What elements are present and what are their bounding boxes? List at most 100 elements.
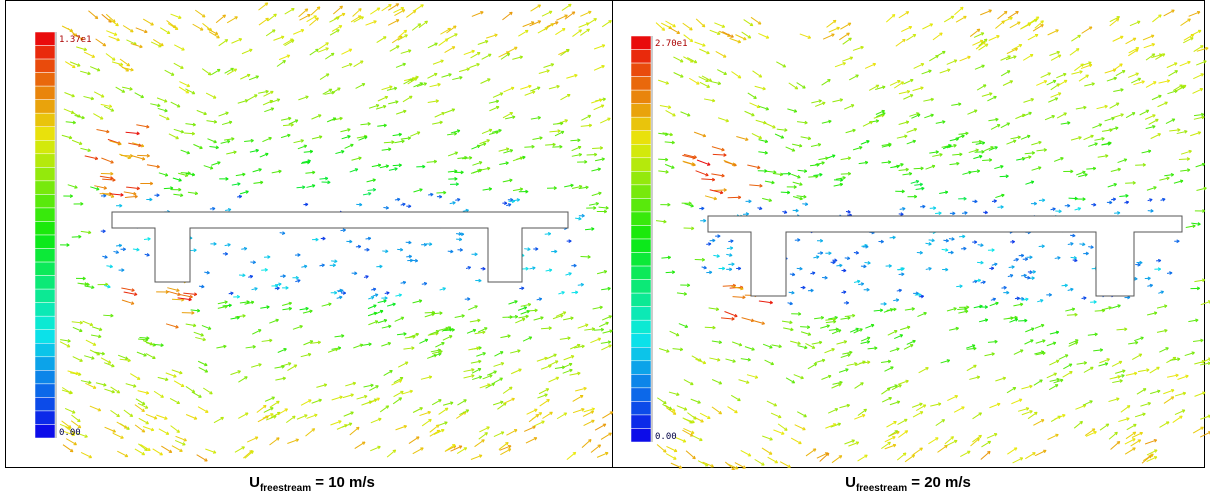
vector-arrow xyxy=(507,47,517,53)
colorbar-swatch xyxy=(631,266,651,280)
colorbar-swatch xyxy=(35,357,55,371)
colorbar-strip xyxy=(55,32,57,438)
colorbar-swatch xyxy=(631,225,651,239)
vector-arrow xyxy=(540,400,550,407)
vector-arrow xyxy=(858,455,868,461)
vector-arrow xyxy=(71,415,80,422)
vector-arrow xyxy=(306,429,315,437)
vector-arrow xyxy=(731,72,740,78)
colorbar-swatch xyxy=(631,104,651,118)
colorbar-swatch xyxy=(35,113,55,127)
vector-arrow xyxy=(1164,397,1174,404)
colorbar-swatch xyxy=(35,181,55,195)
vector-arrow xyxy=(1200,432,1210,437)
vector-arrow xyxy=(855,383,864,389)
vector-arrow xyxy=(310,49,319,55)
vector-arrow xyxy=(259,18,269,25)
vector-arrow xyxy=(96,39,106,46)
vector-arrow xyxy=(1028,412,1037,418)
vector-arrow xyxy=(377,37,386,43)
vector-arrow xyxy=(1100,424,1109,430)
vector-arrow xyxy=(106,53,115,60)
vector-arrow xyxy=(172,446,182,452)
vector-arrow xyxy=(587,19,597,25)
vector-arrow xyxy=(333,6,342,14)
vector-arrow xyxy=(138,444,147,451)
vector-arrow xyxy=(66,439,76,445)
vector-arrow xyxy=(791,438,801,444)
vector-arrow xyxy=(422,419,431,426)
vector-arrow xyxy=(557,413,567,419)
vector-arrow xyxy=(898,419,908,424)
vector-arrow xyxy=(135,449,145,455)
vector-arrow xyxy=(320,74,329,80)
colorbar-swatch xyxy=(631,117,651,131)
vector-arrow xyxy=(1023,54,1033,60)
vector-arrow xyxy=(299,15,310,21)
vector-arrow xyxy=(1048,30,1059,35)
vector-arrow xyxy=(216,15,225,23)
vector-arrow xyxy=(287,365,296,371)
caption: Ufreestream = 10 m/s xyxy=(12,474,612,494)
vector-arrow xyxy=(555,29,565,35)
colorbar-swatch xyxy=(35,316,55,330)
vector-arrow xyxy=(744,20,753,26)
vector-arrow xyxy=(956,16,966,22)
colorbar-strip xyxy=(651,36,653,442)
vector-arrow xyxy=(700,413,710,418)
vector-arrow xyxy=(936,420,945,426)
vector-arrow xyxy=(601,433,611,439)
vector-arrow xyxy=(350,427,359,435)
vector-arrow xyxy=(168,23,178,29)
vector-arrow xyxy=(117,422,127,428)
vector-arrow xyxy=(325,53,334,59)
vector-arrow xyxy=(1074,421,1082,428)
vector-arrow xyxy=(753,71,762,77)
vector-arrow xyxy=(130,374,140,380)
vector-arrow xyxy=(822,80,831,86)
colorbar-swatch xyxy=(631,158,651,172)
vector-arrow xyxy=(334,14,344,19)
vector-arrow xyxy=(394,10,404,16)
vector-arrow xyxy=(471,53,480,58)
vector-arrow xyxy=(981,451,990,459)
colorbar-swatch xyxy=(35,276,55,290)
colorbar-swatch xyxy=(631,77,651,91)
vector-arrow xyxy=(669,27,680,33)
colorbar-swatch xyxy=(631,253,651,267)
vector-arrow xyxy=(332,26,342,32)
vector-arrow xyxy=(227,69,237,75)
vector-arrow xyxy=(406,10,415,17)
vector-arrow xyxy=(159,429,169,435)
colorbar-swatch xyxy=(35,289,55,303)
vector-arrow xyxy=(567,452,576,459)
caption-symbol: U xyxy=(249,474,260,491)
vector-arrow xyxy=(881,388,890,394)
vector-arrow xyxy=(382,4,392,10)
vector-arrow xyxy=(1111,441,1120,449)
vector-arrow xyxy=(1063,372,1073,378)
vector-arrow xyxy=(413,448,423,454)
vector-arrow xyxy=(897,453,906,460)
vector-arrow xyxy=(311,7,320,15)
colorbar-swatch xyxy=(631,90,651,104)
vector-arrow xyxy=(258,416,268,422)
vector-arrow xyxy=(789,83,798,89)
vector-arrow xyxy=(797,83,806,89)
vector-arrow xyxy=(139,418,149,423)
vector-arrow xyxy=(501,53,510,59)
vector-arrow xyxy=(995,21,1004,29)
colorbar-swatch xyxy=(631,415,651,429)
vector-arrow xyxy=(686,451,695,459)
vector-arrow xyxy=(392,36,402,43)
vector-arrow xyxy=(1142,455,1151,463)
vector-arrow xyxy=(202,69,211,75)
vector-arrow xyxy=(1082,27,1092,33)
colorbar-swatch xyxy=(631,334,651,348)
vector-arrow xyxy=(102,14,112,22)
colorbar-swatch xyxy=(35,330,55,344)
vector-arrow xyxy=(219,40,228,46)
vector-arrow xyxy=(270,438,280,445)
vector-arrow xyxy=(154,391,163,397)
